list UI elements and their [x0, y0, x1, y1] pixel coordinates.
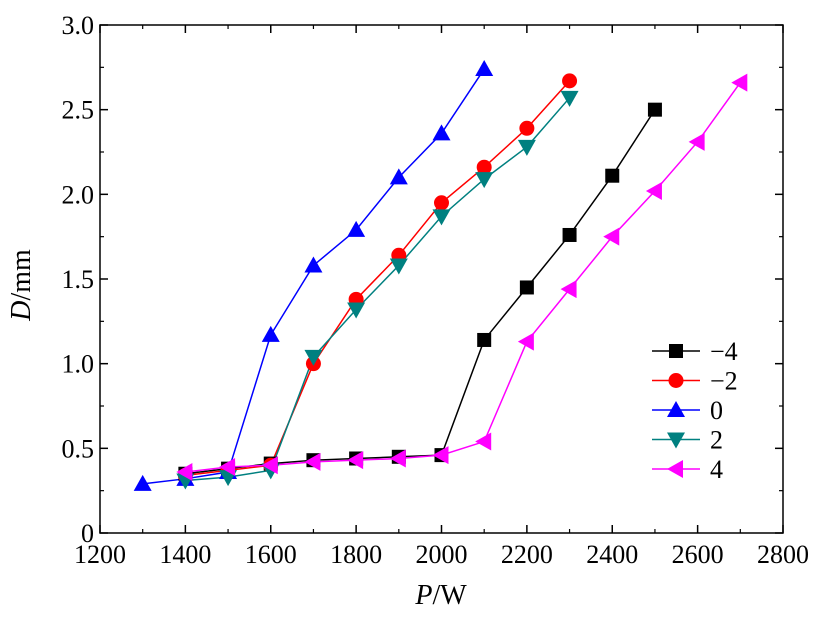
- y-tick-label: 1.5: [62, 265, 95, 294]
- y-tick-label: 1.0: [62, 350, 95, 379]
- data-point-series-2: [133, 474, 152, 491]
- data-point-series-3: [517, 139, 536, 156]
- data-point-series-4: [219, 457, 236, 476]
- data-point-series-3: [389, 258, 408, 275]
- x-tick-label: 1200: [74, 540, 126, 569]
- data-point-series-2: [389, 168, 408, 185]
- data-point-series-4: [688, 132, 705, 151]
- data-point-series-4: [517, 332, 534, 351]
- data-point-series-2: [475, 60, 494, 77]
- data-point-series-0: [562, 227, 577, 242]
- data-point-series-2: [347, 220, 366, 237]
- data-point-series-1: [562, 73, 578, 89]
- data-point-series-3: [560, 90, 579, 107]
- data-point-series-4: [475, 432, 492, 451]
- data-point-series-3: [432, 209, 451, 226]
- series-line-3: [185, 97, 571, 482]
- y-tick-label: 2.0: [62, 180, 95, 209]
- y-tick-label: 0: [81, 519, 94, 548]
- series-line-2: [142, 68, 485, 485]
- data-point-series-1: [434, 195, 449, 211]
- legend-marker-3: [667, 432, 685, 449]
- x-tick-label: 2400: [586, 540, 638, 569]
- x-tick-label: 2200: [501, 540, 553, 569]
- data-point-series-2: [304, 256, 323, 273]
- x-axis-title: P/W: [414, 580, 467, 611]
- y-tick-label: 3.0: [62, 11, 95, 40]
- data-point-series-4: [304, 452, 321, 471]
- data-point-series-1: [476, 159, 492, 175]
- data-point-series-4: [560, 280, 577, 299]
- legend-marker-2: [667, 401, 685, 417]
- x-tick-label: 2800: [757, 540, 809, 569]
- data-point-series-3: [475, 172, 494, 189]
- x-tick-label: 1600: [245, 540, 297, 569]
- data-point-series-4: [261, 456, 278, 475]
- legend-label-2: 0: [710, 396, 723, 425]
- data-point-series-4: [731, 73, 748, 92]
- x-tick-label: 1800: [330, 540, 382, 569]
- y-tick-label: 2.5: [62, 96, 95, 125]
- data-point-series-4: [603, 227, 620, 246]
- x-tick-label: 2000: [416, 540, 468, 569]
- data-point-series-4: [347, 451, 364, 470]
- data-point-series-4: [389, 449, 406, 468]
- series-line-1: [185, 80, 571, 477]
- data-point-series-4: [176, 463, 193, 482]
- data-point-series-0: [605, 168, 620, 183]
- legend-label-1: −2: [710, 367, 738, 396]
- series-line-4: [185, 82, 741, 473]
- data-point-series-3: [347, 302, 366, 319]
- data-point-series-1: [519, 120, 535, 136]
- x-tick-label: 2600: [672, 540, 724, 569]
- data-point-series-4: [645, 181, 662, 200]
- series-line-0: [185, 109, 656, 475]
- data-point-series-0: [519, 280, 534, 295]
- legend-label-3: 2: [710, 426, 723, 455]
- data-point-series-4: [432, 446, 449, 465]
- legend-label-4: 4: [710, 455, 723, 484]
- x-tick-label: 1400: [159, 540, 211, 569]
- legend-marker-1: [668, 373, 684, 388]
- legend-marker-0: [669, 344, 683, 358]
- y-axis-title: D/mm: [6, 249, 37, 322]
- data-point-series-2: [261, 325, 280, 342]
- legend-label-0: −4: [710, 337, 738, 366]
- data-point-series-3: [304, 349, 323, 366]
- data-point-series-0: [647, 102, 662, 117]
- data-point-series-0: [477, 332, 492, 347]
- legend-marker-4: [667, 460, 683, 478]
- data-point-series-2: [432, 124, 451, 141]
- y-tick-label: 0.5: [62, 434, 95, 463]
